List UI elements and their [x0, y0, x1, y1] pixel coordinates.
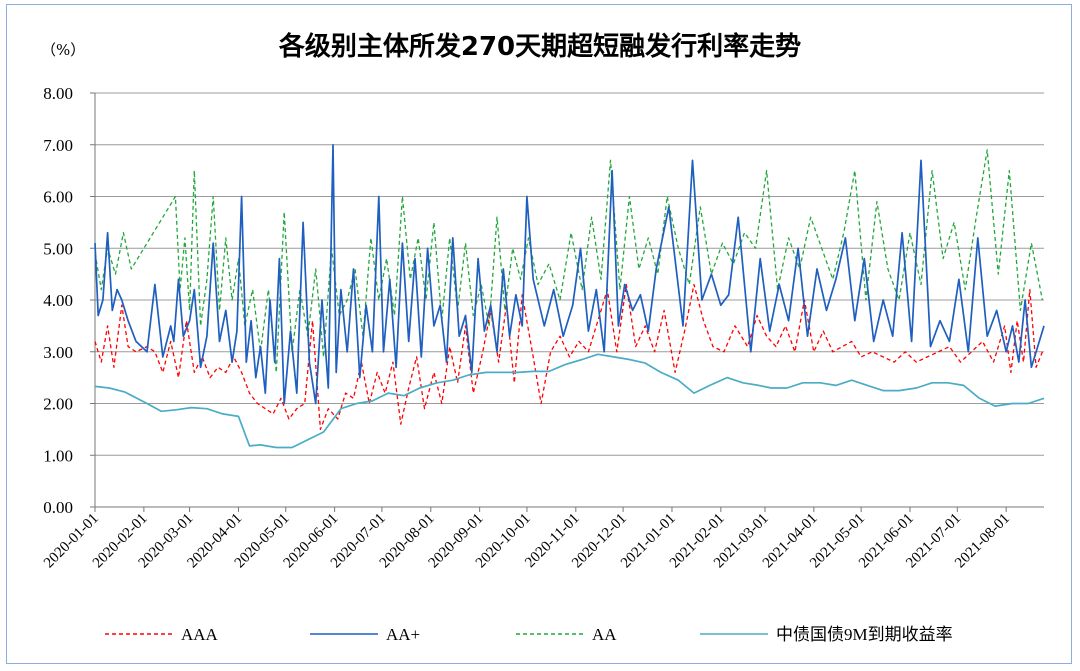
gridlines [90, 92, 1044, 512]
y-tick-label: 3.00 [43, 343, 73, 362]
y-tick-label: 5.00 [43, 239, 73, 258]
y-tick-label: 6.00 [43, 188, 73, 207]
y-tick-label: 1.00 [43, 446, 73, 465]
series-line-3 [94, 353, 1045, 449]
y-tick-label: 7.00 [43, 136, 73, 155]
series-lines [94, 143, 1045, 449]
y-axis-ticks: 0.00 1.00 2.00 3.00 4.00 5.00 6.00 7.00 8.00 [43, 84, 73, 517]
y-tick-label: 4.00 [43, 291, 73, 310]
series-line-1 [94, 143, 1045, 405]
y-tick-label: 2.00 [43, 395, 73, 414]
chart-title: 各级别主体所发270天期超短融发行利率走势 [278, 31, 801, 62]
y-unit-label: （%） [41, 41, 85, 59]
legend-label: AAA [181, 625, 219, 644]
line-chart: （%） 各级别主体所发270天期超短融发行利率走势 0.00 1.00 2.00 3.… [41, 31, 1045, 644]
legend: AAA AA+ AA 中债国债9M到期收益率 [105, 625, 953, 644]
chart-frame: （%） 各级别主体所发270天期超短融发行利率走势 0.00 1.00 2.00 3.… [6, 4, 1072, 664]
legend-label: AA+ [386, 625, 420, 644]
y-tick-label: 0.00 [43, 498, 73, 517]
legend-label: AA [592, 625, 617, 644]
series-line-0 [94, 283, 1044, 431]
y-tick-label: 8.00 [43, 84, 73, 103]
legend-label: 中债国债9M到期收益率 [776, 625, 953, 644]
x-axis-ticks: 2020-01-012020-02-012020-03-012020-04-01… [41, 511, 1013, 572]
